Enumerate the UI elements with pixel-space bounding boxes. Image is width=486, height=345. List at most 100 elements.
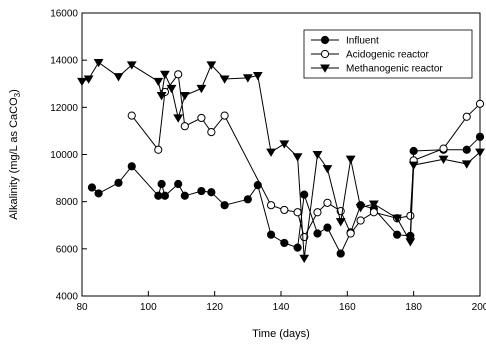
series-layer xyxy=(77,58,485,264)
y-axis: 4000 6000 8000 10000 12000 14000 16000 xyxy=(50,9,87,303)
data-point-influent xyxy=(160,191,170,200)
series-line-influent xyxy=(91,136,481,255)
data-point-methanogenic-reactor xyxy=(461,160,472,169)
data-point-methanogenic-reactor xyxy=(335,218,346,227)
data-point-acidogenic-reactor xyxy=(154,145,163,154)
data-point-acidogenic-reactor xyxy=(293,208,302,217)
x-tick-label: 200 xyxy=(472,302,486,313)
data-point-methanogenic-reactor xyxy=(206,61,217,70)
data-point-methanogenic-reactor xyxy=(166,84,177,94)
data-point-methanogenic-reactor xyxy=(160,70,170,80)
data-point-methanogenic-reactor xyxy=(156,91,167,101)
y-axis-title-end: ) xyxy=(8,89,20,93)
data-point-methanogenic-reactor xyxy=(392,214,402,223)
data-point-influent xyxy=(392,230,402,239)
x-tick-label: 80 xyxy=(76,302,88,313)
data-point-methanogenic-reactor xyxy=(83,75,94,84)
data-point-methanogenic-reactor xyxy=(77,77,87,87)
legend-marker-influent xyxy=(320,35,330,45)
data-point-methanogenic-reactor xyxy=(345,155,356,164)
data-point-acidogenic-reactor xyxy=(323,198,332,207)
legend: Influent Acidogenic reactor Methanogenic r… xyxy=(303,29,473,79)
data-point-influent xyxy=(207,188,216,197)
data-point-methanogenic-reactor xyxy=(312,150,323,160)
legend-items: Influent Acidogenic reactor Methanogenic r… xyxy=(311,36,443,75)
data-point-influent xyxy=(462,145,471,154)
data-point-acidogenic-reactor xyxy=(439,144,448,153)
data-point-influent xyxy=(197,186,206,196)
data-point-methanogenic-reactor xyxy=(475,148,485,157)
series-methanogenic-reactor xyxy=(77,58,485,264)
data-point-methanogenic-reactor xyxy=(438,155,449,164)
data-point-methanogenic-reactor xyxy=(196,84,207,94)
y-tick-label: 10000 xyxy=(50,150,78,161)
data-point-acidogenic-reactor xyxy=(369,208,378,217)
x-tick-label: 180 xyxy=(405,302,422,313)
legend-label-acidogenic-reactor: Acidogenic reactor xyxy=(346,50,429,61)
x-tick-label: 100 xyxy=(140,302,157,313)
data-point-methanogenic-reactor xyxy=(252,71,263,81)
data-point-acidogenic-reactor xyxy=(180,122,189,131)
data-point-influent xyxy=(323,223,332,232)
data-point-methanogenic-reactor xyxy=(292,153,303,162)
x-tick-label: 120 xyxy=(206,302,223,313)
data-point-acidogenic-reactor xyxy=(346,229,355,238)
data-point-methanogenic-reactor xyxy=(219,75,230,84)
data-point-methanogenic-reactor xyxy=(173,114,184,123)
series-line-acidogenic-reactor xyxy=(131,73,481,239)
data-point-influent xyxy=(409,146,418,156)
data-point-influent xyxy=(266,230,276,239)
data-point-methanogenic-reactor xyxy=(266,148,276,157)
y-tick-label: 14000 xyxy=(50,56,78,67)
data-point-acidogenic-reactor xyxy=(207,127,216,137)
series-acidogenic-reactor xyxy=(127,70,485,242)
y-tick-label: 6000 xyxy=(56,244,79,255)
data-point-acidogenic-reactor xyxy=(197,113,206,123)
data-point-methanogenic-reactor xyxy=(322,165,333,174)
data-point-acidogenic-reactor xyxy=(406,211,415,220)
x-axis-title: Time (days) xyxy=(252,328,310,340)
data-point-methanogenic-reactor xyxy=(93,58,104,68)
data-point-acidogenic-reactor xyxy=(127,111,136,120)
data-point-influent xyxy=(127,162,136,171)
y-tick-label: 16000 xyxy=(50,9,78,20)
data-point-influent xyxy=(220,201,229,210)
data-point-influent xyxy=(174,179,183,189)
data-point-influent xyxy=(157,179,166,189)
data-point-methanogenic-reactor xyxy=(179,91,190,101)
series-line-methanogenic-reactor xyxy=(81,61,481,259)
data-point-methanogenic-reactor xyxy=(405,238,416,247)
data-point-methanogenic-reactor xyxy=(242,74,253,83)
data-point-influent xyxy=(87,183,97,192)
data-point-influent xyxy=(313,229,322,238)
data-point-acidogenic-reactor xyxy=(462,112,471,121)
data-point-methanogenic-reactor xyxy=(279,140,290,149)
data-point-methanogenic-reactor xyxy=(113,73,124,82)
y-tick-label: 8000 xyxy=(56,197,79,208)
legend-marker-acidogenic-reactor xyxy=(320,49,330,59)
x-tick-label: 160 xyxy=(339,302,356,313)
data-point-acidogenic-reactor xyxy=(280,205,289,215)
x-axis: 80 100 120 140 160 180 200 xyxy=(76,291,486,313)
legend-label-influent: Influent xyxy=(346,36,379,47)
data-point-influent xyxy=(280,238,289,248)
series-influent xyxy=(87,132,485,258)
y-axis-title-subscript: 3 xyxy=(13,92,22,97)
data-point-influent xyxy=(154,191,163,200)
data-point-acidogenic-reactor xyxy=(266,201,276,210)
y-axis-title-main: Alkalinity (mg/L as CaCO xyxy=(8,97,20,220)
data-point-methanogenic-reactor xyxy=(126,61,137,70)
data-point-methanogenic-reactor xyxy=(299,254,310,264)
data-point-acidogenic-reactor xyxy=(475,99,485,108)
data-point-influent xyxy=(336,249,345,258)
data-point-influent xyxy=(300,190,309,199)
data-point-influent xyxy=(475,132,485,141)
data-point-acidogenic-reactor xyxy=(356,216,365,225)
data-point-influent xyxy=(293,243,302,252)
data-point-acidogenic-reactor xyxy=(313,208,322,217)
data-point-methanogenic-reactor xyxy=(153,77,164,87)
y-tick-label: 12000 xyxy=(50,103,78,114)
data-point-influent xyxy=(180,191,189,200)
data-point-influent xyxy=(243,195,252,204)
